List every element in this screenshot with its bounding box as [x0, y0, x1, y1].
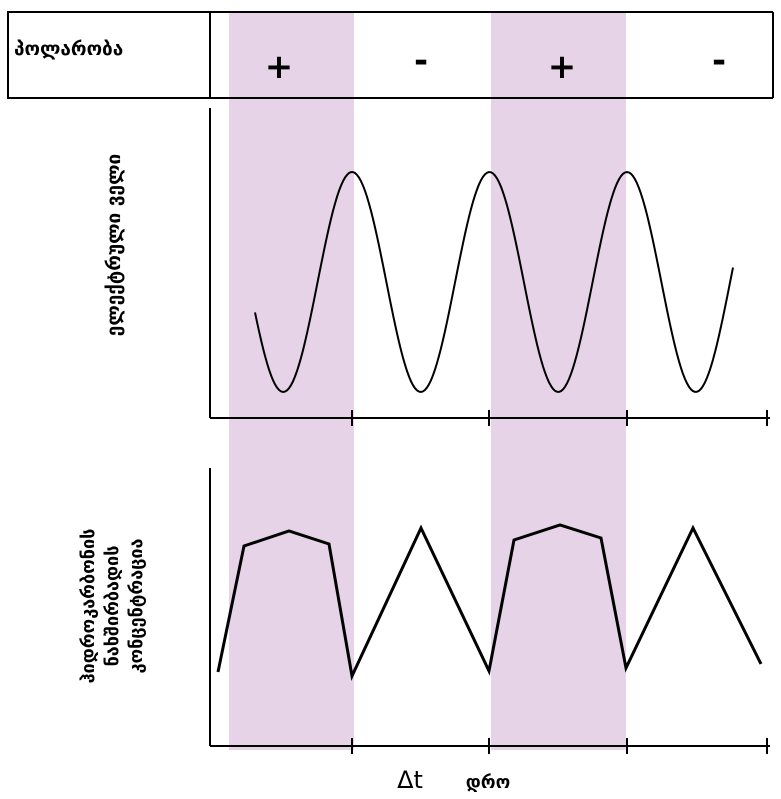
- polarity-sign-1: +: [265, 47, 294, 87]
- positive-band-1: [229, 12, 354, 750]
- electric-field-panel: ელექტრული ველი: [103, 108, 770, 426]
- polarity-sign-3: +: [548, 47, 577, 87]
- polarity-label-cell: [7, 11, 211, 99]
- polarity-label: პოლარობა: [14, 38, 123, 60]
- positive-band-2: [491, 12, 626, 750]
- concentration-panel: ჰიდროკარბონის ნახშირბადის კონცენტრაცია: [78, 468, 770, 754]
- time-label: დრო: [466, 772, 511, 793]
- concentration-ylabel-line-3: კონცენტრაცია: [126, 538, 147, 673]
- electric-field-ylabel: ელექტრული ველი: [103, 154, 125, 336]
- concentration-curve: [216, 523, 763, 681]
- polarity-sign-4: -: [712, 41, 726, 81]
- polarity-sign-2: -: [414, 41, 428, 81]
- interval-label: Δt: [397, 766, 423, 794]
- concentration-ylabel-line-2: ნახშირბადის: [102, 546, 123, 667]
- electric-field-curve: [254, 170, 734, 394]
- concentration-ylabel-line-1: ჰიდროკარბონის: [78, 529, 99, 684]
- polarity-header: პოლარობა + - + -: [7, 11, 774, 99]
